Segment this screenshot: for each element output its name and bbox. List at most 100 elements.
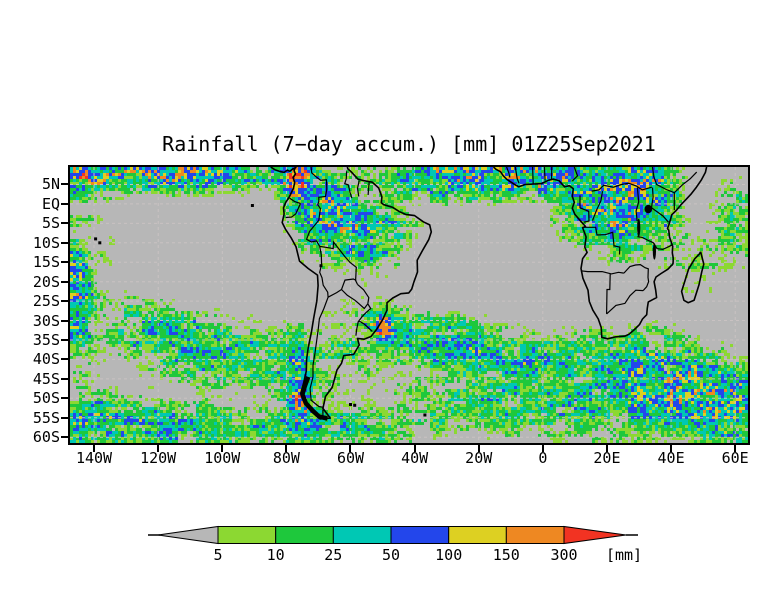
lon-tick-mark <box>221 445 224 452</box>
lon-tick-label: 80W <box>272 449 300 467</box>
lon-tick-label: 120W <box>140 449 177 467</box>
country-border <box>289 197 301 205</box>
country-border <box>305 219 321 247</box>
lon-tick-label: 0 <box>538 449 548 467</box>
map-plot-area <box>68 165 750 445</box>
country-border <box>506 167 511 178</box>
lat-tick-mark <box>61 338 68 341</box>
colorbar-segment <box>448 526 507 544</box>
lon-tick-mark <box>349 445 352 452</box>
fjord-coastline <box>300 376 328 421</box>
lat-tick-mark <box>61 300 68 303</box>
country-border <box>651 167 698 194</box>
lat-tick-mark <box>61 222 68 225</box>
country-border <box>543 167 546 181</box>
country-border <box>571 167 579 182</box>
lat-tick-label: 50S <box>32 389 60 408</box>
colorbar-underflow-arrow <box>157 525 219 545</box>
country-border <box>591 191 604 221</box>
lon-tick-label: 20E <box>593 449 621 467</box>
lon-tick-mark <box>605 445 608 452</box>
country-border <box>532 167 534 185</box>
country-border <box>514 167 520 184</box>
lat-tick-mark <box>61 358 68 361</box>
island-dot <box>353 403 357 407</box>
colorbar-tick-label: 150 <box>492 546 520 564</box>
country-border <box>310 167 328 221</box>
lat-tick-label: 45S <box>32 369 60 388</box>
lon-tick-mark <box>285 445 288 452</box>
country-border <box>606 289 644 315</box>
country-border <box>623 263 650 292</box>
lat-tick-label: 10S <box>32 233 60 252</box>
colorbar-tick-label: 25 <box>324 546 343 564</box>
island-dot <box>94 237 98 241</box>
lon-tick-mark <box>413 445 416 452</box>
lat-tick-label: EQ <box>41 194 60 213</box>
lat-tick-mark <box>61 319 68 322</box>
lon-tick-label: 140W <box>75 449 113 467</box>
lat-tick-label: 25S <box>32 292 60 311</box>
lon-tick-mark <box>670 445 673 452</box>
colorbar-tick-label: 10 <box>266 546 285 564</box>
country-border <box>319 240 359 285</box>
island-dot <box>250 204 254 207</box>
colorbar-segment <box>332 526 392 544</box>
country-border <box>355 303 372 336</box>
country-border <box>583 226 621 255</box>
lat-tick-mark <box>61 241 68 244</box>
coastline <box>270 167 297 174</box>
island-dot <box>349 403 352 406</box>
lat-tick-mark <box>61 416 68 419</box>
island-dot <box>319 264 323 268</box>
lon-tick-label: 100W <box>204 449 241 467</box>
lon-tick-label: 60E <box>721 449 749 467</box>
country-border <box>637 236 673 251</box>
country-border <box>367 182 370 196</box>
colorbar-tick-label: 100 <box>435 546 463 564</box>
lon-tick-mark <box>477 445 480 452</box>
country-border <box>635 187 640 222</box>
lat-tick-mark <box>61 377 68 380</box>
colorbar-overflow-arrow <box>563 525 627 545</box>
colorbar-tick-label: 5 <box>213 546 223 564</box>
colorbar-tick-label: 300 <box>550 546 578 564</box>
lake-malawi <box>652 243 657 260</box>
colorbar-segment <box>390 526 450 544</box>
lon-tick-mark <box>734 445 737 452</box>
lon-tick-label: 40W <box>401 449 429 467</box>
colorbar-segment <box>275 526 334 544</box>
country-border <box>343 171 353 199</box>
country-border <box>356 180 360 197</box>
map-overlay <box>70 167 748 443</box>
lat-tick-mark <box>61 397 68 400</box>
lat-tick-label: 55S <box>32 408 60 427</box>
lon-tick-mark <box>93 445 96 452</box>
colorbar-segment <box>217 526 277 544</box>
country-border <box>591 182 652 192</box>
country-border <box>309 246 329 417</box>
island-dot <box>98 241 102 245</box>
lon-tick-mark <box>157 445 160 452</box>
lat-tick-label: 15S <box>32 253 60 272</box>
lake-tanganyika <box>637 218 641 237</box>
lat-tick-mark <box>61 183 68 186</box>
coastline <box>680 251 705 304</box>
colorbar-unit-label: [mm] <box>605 546 643 564</box>
colorbar-tick-label: 50 <box>381 546 401 564</box>
lake-victoria <box>644 204 653 214</box>
lat-tick-mark <box>61 436 68 439</box>
coastline <box>281 167 433 420</box>
lat-tick-mark <box>61 202 68 205</box>
country-border <box>580 270 624 275</box>
colorbar-graphic <box>148 525 638 545</box>
lon-tick-label: 40E <box>657 449 685 467</box>
lon-tick-mark <box>541 445 544 452</box>
lat-tick-mark <box>61 261 68 264</box>
country-border <box>285 203 302 219</box>
lat-tick-label: 5S <box>41 214 60 233</box>
figure-title: Rainfall (7−day accum.) [mm] 01Z25Sep202… <box>162 132 656 156</box>
rainfall-raster <box>70 167 748 443</box>
lat-tick-label: 60S <box>32 428 60 447</box>
